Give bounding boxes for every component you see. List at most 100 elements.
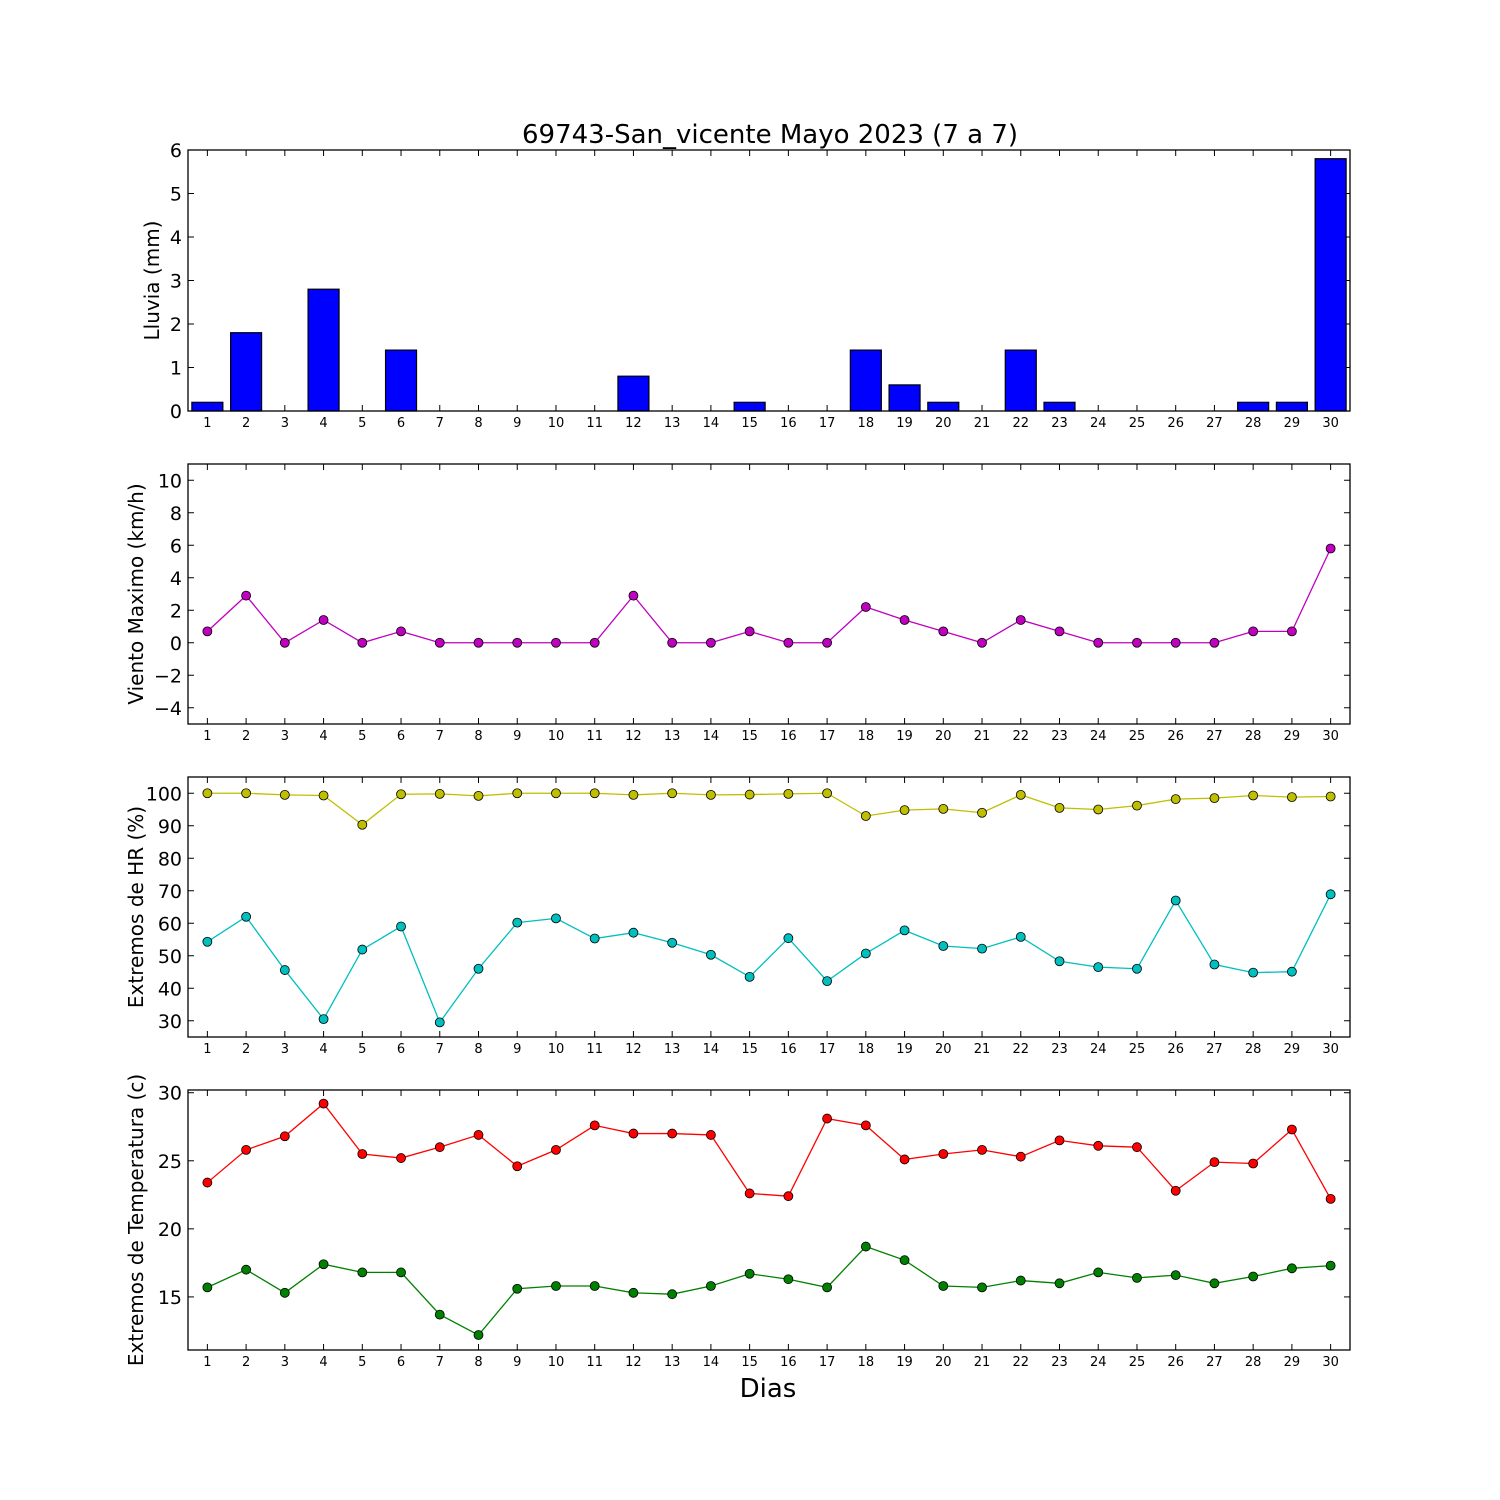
subplot-3-xtick-label: 24 bbox=[1090, 1042, 1107, 1057]
subplot-3-series-1-point bbox=[434, 789, 445, 799]
subplot-2-xtick-label: 14 bbox=[703, 729, 720, 744]
subplot-3-series-1-point bbox=[1248, 790, 1259, 801]
subplot-4-series-1-point bbox=[1132, 1142, 1142, 1153]
subplot-3-series-2-point bbox=[1209, 959, 1220, 970]
subplot-3-xtick-label: 16 bbox=[780, 1042, 797, 1057]
subplot-1-xtick-label: 18 bbox=[858, 416, 875, 431]
subplot-3-xtick-label: 25 bbox=[1129, 1042, 1146, 1057]
subplot-3-series-2-point bbox=[1054, 956, 1065, 967]
subplot-3-series-2-point bbox=[977, 943, 987, 954]
subplot-3-xtick-label: 13 bbox=[664, 1042, 681, 1057]
subplot-2-xtick-label: 29 bbox=[1284, 729, 1301, 744]
subplot-4-series-2-point bbox=[1015, 1275, 1026, 1286]
subplot-3-xtick-label: 19 bbox=[896, 1042, 913, 1057]
subplot-4-ytick-label: 30 bbox=[158, 1083, 182, 1105]
subplot-3-xtick-label: 14 bbox=[703, 1042, 720, 1057]
subplot-4-series-2-point bbox=[1054, 1278, 1065, 1289]
subplot-2-series-1-point bbox=[744, 626, 755, 637]
subplot-1-ylabel: Lluvia (mm) bbox=[140, 221, 164, 341]
subplot-2-xtick-label: 4 bbox=[319, 729, 327, 744]
subplot-2-series-1-point bbox=[512, 637, 523, 648]
subplot-2-xtick-label: 28 bbox=[1245, 729, 1262, 744]
bar-day-1 bbox=[191, 401, 224, 412]
subplot-2-xtick-label: 5 bbox=[358, 729, 366, 744]
subplot-4-xtick-label: 16 bbox=[780, 1355, 797, 1370]
subplot-1-xtick-label: 23 bbox=[1051, 416, 1068, 431]
subplot-4-series-2-point bbox=[1248, 1271, 1259, 1282]
subplot-2-series-1-point bbox=[1170, 637, 1181, 648]
subplot-1-xtick-label: 30 bbox=[1322, 416, 1339, 431]
subplot-1-xtick-label: 10 bbox=[548, 416, 565, 431]
subplot-1-xtick-label: 21 bbox=[974, 416, 991, 431]
subplot-4-series-1-point bbox=[1054, 1135, 1065, 1146]
subplot-3-series-2-point bbox=[860, 948, 871, 959]
subplot-1-xtick-label: 25 bbox=[1129, 416, 1146, 431]
subplot-3-series-1-point bbox=[357, 819, 368, 830]
subplot-3-series-2-point bbox=[473, 963, 484, 974]
subplot-1-ytick-label: 6 bbox=[170, 140, 182, 162]
subplot-4-series-1-point bbox=[589, 1120, 600, 1131]
subplot-3-xtick-label: 4 bbox=[319, 1042, 327, 1057]
subplot-4-ytick-label: 20 bbox=[158, 1219, 182, 1241]
subplot-4-series-2-point bbox=[1132, 1272, 1142, 1283]
subplot-3-series-1-point bbox=[241, 788, 252, 799]
subplot-2-xtick-label: 19 bbox=[896, 729, 913, 744]
subplot-2-xtick-label: 8 bbox=[474, 729, 482, 744]
subplot-4-xtick-label: 28 bbox=[1245, 1355, 1262, 1370]
bar-day-19 bbox=[888, 384, 921, 412]
subplot-2-series-1-point bbox=[589, 637, 600, 648]
subplot-4-series-1-point bbox=[744, 1188, 755, 1199]
subplot-2-xtick-label: 3 bbox=[281, 729, 289, 744]
subplot-1-xtick-label: 1 bbox=[203, 416, 211, 431]
subplot-3-series-1-point bbox=[628, 789, 639, 800]
subplot-2-series-1-point bbox=[357, 637, 368, 648]
subplot-3-series-1-point bbox=[551, 788, 561, 799]
subplot-4-xtick-label: 5 bbox=[358, 1355, 366, 1370]
subplot-2-xtick-label: 16 bbox=[780, 729, 797, 744]
subplot-1-xtick-label: 28 bbox=[1245, 416, 1262, 431]
subplot-4-xtick-label: 10 bbox=[548, 1355, 565, 1370]
subplot-3-xtick-label: 22 bbox=[1012, 1042, 1029, 1057]
subplot-2-xtick-label: 10 bbox=[548, 729, 565, 744]
subplot-2-series-1-point bbox=[473, 637, 484, 648]
subplot-3-xtick-label: 10 bbox=[548, 1042, 565, 1057]
subplot-4-series-2-point bbox=[938, 1281, 949, 1291]
subplot-3-xtick-label: 7 bbox=[436, 1042, 444, 1057]
subplot-3-xtick-label: 12 bbox=[625, 1042, 642, 1057]
subplot-3-xtick-label: 29 bbox=[1284, 1042, 1301, 1057]
subplot-3-xtick-label: 8 bbox=[474, 1042, 482, 1057]
bar-day-18 bbox=[849, 349, 882, 412]
subplot-1-xtick-label: 24 bbox=[1090, 416, 1107, 431]
subplot-2-series-1-point bbox=[1287, 626, 1297, 637]
subplot-2-series-1-point bbox=[822, 637, 832, 648]
subplot-2-xtick-label: 7 bbox=[436, 729, 444, 744]
subplot-2-xtick-label: 24 bbox=[1090, 729, 1107, 744]
subplot-4-series-2-point bbox=[279, 1287, 290, 1298]
subplot-3-series-2-point bbox=[1170, 895, 1181, 906]
subplot-4-series-2-point bbox=[589, 1281, 600, 1291]
subplot-3-xtick-label: 17 bbox=[819, 1042, 836, 1057]
subplot-2-series-1-point bbox=[1015, 615, 1026, 625]
bar-day-12 bbox=[617, 375, 650, 412]
subplot-4-xtick-label: 29 bbox=[1284, 1355, 1301, 1370]
subplot-4-series-1-point bbox=[279, 1131, 290, 1142]
subplot-4-series-1-point bbox=[202, 1177, 213, 1188]
subplot-4-ytick-label: 25 bbox=[158, 1151, 182, 1173]
subplot-1-xtick-label: 4 bbox=[319, 416, 327, 431]
subplot-3-xtick-label: 11 bbox=[586, 1042, 603, 1057]
subplot-3-ytick-label: 50 bbox=[158, 946, 182, 968]
subplot-4-series-2-point bbox=[860, 1241, 871, 1252]
subplot-3-series-2-point bbox=[241, 911, 252, 922]
subplot-1-xtick-label: 7 bbox=[436, 416, 444, 431]
subplot-1-xtick-label: 12 bbox=[625, 416, 642, 431]
subplot-3-xtick-label: 9 bbox=[513, 1042, 521, 1057]
bar-day-4 bbox=[307, 288, 340, 412]
subplot-3-series-2-point bbox=[279, 965, 290, 975]
subplot-3-ytick-label: 60 bbox=[158, 913, 182, 935]
subplot-3-xtick-label: 21 bbox=[974, 1042, 991, 1057]
subplot-2-xtick-label: 12 bbox=[625, 729, 642, 744]
bar-day-20 bbox=[927, 401, 960, 412]
